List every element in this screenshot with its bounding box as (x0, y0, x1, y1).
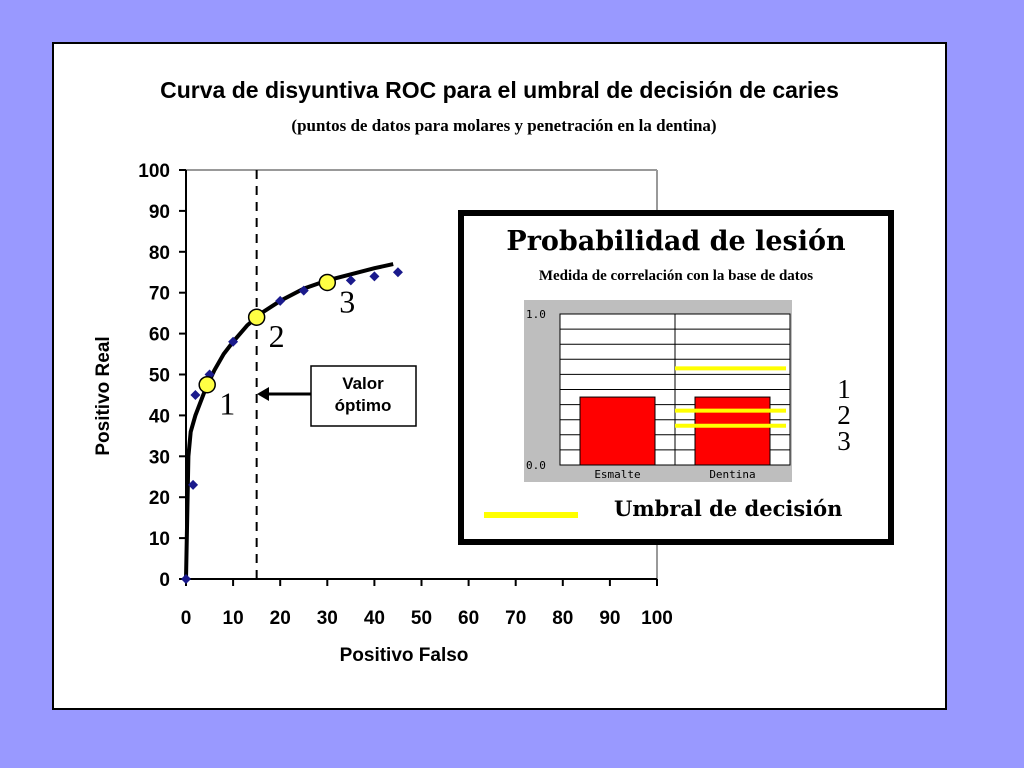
legend-threshold-swatch (484, 512, 578, 518)
legend-threshold-label: Umbral de decisión (614, 496, 843, 521)
x-tick-label: 60 (458, 608, 479, 629)
threshold-number-3: 3 (837, 426, 851, 456)
x-tick-label: 0 (181, 608, 192, 629)
bar-dentina (694, 396, 771, 466)
annotation-text: Valor óptimo (335, 374, 392, 415)
lesion-probability-panel: Probabilidad de lesión Medida de correla… (458, 210, 894, 545)
data-point-marker (275, 295, 286, 306)
x-tick-label: 10 (223, 608, 244, 629)
annotation-box (310, 365, 417, 427)
x-tick-label: 20 (270, 608, 291, 629)
threshold-line-2 (675, 408, 786, 413)
threshold-line-3 (675, 423, 786, 428)
threshold-line-1 (675, 366, 786, 371)
threshold-number-1: 1 (837, 374, 851, 404)
y-tick-label: 100 (138, 161, 170, 182)
x-axis-label: Positivo Falso (340, 645, 469, 666)
y-tick-label: 80 (149, 243, 170, 264)
decision-point-3 (318, 273, 337, 292)
x-tick-label: 100 (641, 608, 673, 629)
x-tick-label: 70 (505, 608, 526, 629)
bar-y-tick-left: 0.0 (526, 459, 546, 472)
x-tick-label: 80 (552, 608, 573, 629)
data-point-marker (345, 275, 356, 286)
chart-subtitle: (puntos de datos para molares y penetrac… (291, 116, 717, 135)
bar-esmalte (579, 396, 656, 466)
data-point-marker (392, 267, 403, 278)
data-point-marker (190, 389, 201, 400)
decision-point-label: 1 (219, 386, 235, 422)
y-tick-label: 40 (149, 406, 170, 427)
roc-chart: 0 10 20 30 40 50 60 70 80 90 100 0 10 20 30 40 50 60 70 80… (93, 161, 673, 666)
x-tick-label: 30 (317, 608, 338, 629)
threshold-number-2: 2 (837, 400, 851, 430)
slide-frame: Curva de disyuntiva ROC para el umbral d… (52, 42, 947, 710)
chart-title: Curva de disyuntiva ROC para el umbral d… (160, 77, 839, 103)
data-point-marker (181, 574, 191, 584)
y-tick-label: 90 (149, 202, 170, 223)
y-tick-label: 60 (149, 325, 170, 346)
decision-point-1 (198, 375, 216, 394)
x-tick-label: 40 (364, 608, 385, 629)
data-point-marker (298, 285, 309, 296)
data-point-marker (228, 336, 239, 347)
panel-title: Probabilidad de lesión (506, 226, 846, 257)
decision-point-label: 3 (339, 283, 355, 319)
x-tick-label: 50 (411, 608, 432, 629)
y-tick-label: 30 (149, 447, 170, 468)
decision-point-2 (247, 308, 266, 326)
y-tick-label: 10 (149, 529, 170, 550)
bar-y-tick-left: 1.0 (526, 308, 546, 321)
y-axis-label: Positivo Real (93, 336, 114, 455)
y-tick-label: 0 (159, 570, 170, 591)
decision-point-label: 2 (269, 318, 285, 354)
annotation-arrowhead (257, 387, 269, 401)
y-tick-label: 70 (149, 284, 170, 305)
panel-subtitle: Medida de correlación con la base de dat… (538, 268, 814, 284)
bar-category-label: Esmalte (594, 468, 640, 481)
y-tick-label: 50 (149, 366, 170, 387)
data-point-marker (188, 479, 199, 490)
data-point-marker (369, 271, 380, 282)
x-tick-label: 90 (599, 608, 620, 629)
y-tick-label: 20 (149, 488, 170, 509)
bar-category-label: Dentina (709, 468, 755, 481)
